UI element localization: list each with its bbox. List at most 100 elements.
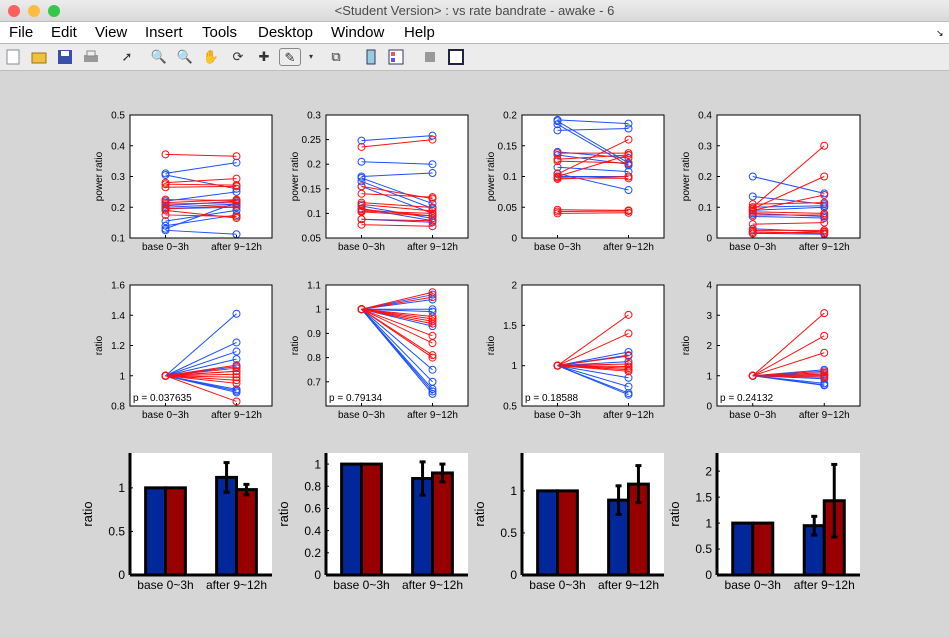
- print-icon[interactable]: [82, 48, 100, 66]
- marker-blue: [161, 221, 170, 230]
- subplot-2: 0.05 0.1 0.15 0.2 0.25 0.3 base 0~3h after 9~12…: [290, 111, 469, 253]
- y-tick-label: 0.8: [307, 353, 321, 364]
- y-tick-label: 0.4: [698, 111, 712, 122]
- insert-colorbar-icon[interactable]: [362, 48, 380, 66]
- marker-red: [624, 158, 633, 167]
- series-line-blue: [557, 365, 629, 379]
- title-bar: <Student Version> : vs rate bandrate - a…: [0, 0, 949, 22]
- y-tick-label: 0.5: [695, 542, 712, 556]
- menu-desktop[interactable]: Desktop: [258, 24, 314, 41]
- marker-red: [428, 293, 437, 302]
- series-line-blue: [361, 185, 433, 214]
- y-tick-label: 1: [706, 371, 712, 382]
- series-line-blue: [165, 162, 237, 174]
- series-line-blue: [165, 313, 237, 377]
- series-line-blue: [557, 351, 629, 367]
- minimize-button[interactable]: [28, 5, 40, 17]
- series-line-red: [361, 308, 433, 325]
- bar-blue: [144, 486, 167, 577]
- marker-blue: [624, 357, 633, 366]
- maximize-button[interactable]: [48, 5, 60, 17]
- menu-tools[interactable]: Tools: [202, 24, 238, 41]
- marker-red: [232, 182, 241, 191]
- dock-arrow-icon[interactable]: ↘: [936, 28, 944, 38]
- pan-hand-icon[interactable]: ✋: [202, 49, 220, 64]
- series-line-blue: [557, 128, 629, 131]
- marker-blue: [232, 355, 241, 364]
- y-tick-label: 0.5: [108, 525, 125, 539]
- data-cursor-icon[interactable]: ✚: [258, 49, 270, 64]
- series-line-blue: [557, 365, 629, 388]
- marker-blue: [748, 192, 757, 201]
- marker-red: [161, 210, 170, 219]
- marker-red: [161, 200, 170, 209]
- series-line-red: [165, 214, 237, 217]
- y-tick-label: 1.5: [503, 321, 517, 332]
- link-plot-icon[interactable]: ⧉: [331, 49, 341, 64]
- series-line-red: [361, 224, 433, 227]
- bar-blue: [340, 462, 363, 577]
- series-line-red: [361, 202, 433, 208]
- series-line-red: [752, 222, 825, 225]
- show-plot-tools-icon[interactable]: [447, 48, 465, 66]
- y-axis-label: ratio: [290, 335, 301, 355]
- marker-red: [624, 351, 633, 360]
- y-tick-label: 0.2: [304, 546, 321, 560]
- marker-blue: [428, 131, 437, 140]
- series-line-blue: [361, 161, 433, 165]
- insert-legend-icon[interactable]: [387, 48, 405, 66]
- menu-window[interactable]: Window: [331, 24, 385, 41]
- series-line-blue: [752, 206, 825, 211]
- marker-blue: [624, 154, 633, 163]
- y-tick-label: 1.2: [111, 341, 125, 352]
- marker-red: [820, 190, 829, 199]
- close-button[interactable]: [8, 5, 20, 17]
- series-line-blue: [165, 358, 237, 377]
- marker-red: [748, 371, 757, 380]
- menu-file[interactable]: File: [9, 24, 34, 41]
- marker-red: [748, 200, 757, 209]
- y-tick-label: 0: [706, 402, 712, 413]
- subplot-7: 0.5 1 1.5 2 base 0~3h after 9~12h ratio p = 0.1…: [486, 281, 665, 421]
- hide-plot-tools-icon[interactable]: [421, 48, 439, 66]
- x-tick-label: base 0~3h: [142, 242, 189, 253]
- y-tick-label: 1.6: [111, 281, 125, 292]
- x-tick-label: after 9~12h: [211, 410, 262, 421]
- menu-help[interactable]: Help: [404, 24, 435, 41]
- series-line-red: [361, 139, 433, 148]
- marker-blue: [161, 226, 170, 235]
- y-tick-label: 2: [706, 341, 712, 352]
- y-tick-label: 0.15: [498, 141, 518, 152]
- marker-red: [428, 319, 437, 328]
- series-line-red: [165, 153, 237, 157]
- marker-red: [357, 189, 366, 198]
- y-tick-label: 1.5: [695, 490, 712, 504]
- brush-icon[interactable]: ✎: [279, 48, 301, 66]
- x-tick-label: after 9~12h: [603, 242, 654, 253]
- menu-view[interactable]: View: [95, 24, 128, 41]
- save-icon[interactable]: [56, 48, 74, 66]
- series-line-red: [752, 335, 825, 377]
- marker-blue: [748, 172, 757, 181]
- axes-box: [521, 114, 665, 239]
- rotate-3d-icon[interactable]: ⟳: [232, 49, 244, 64]
- marker-red: [820, 141, 829, 150]
- zoom-in-icon[interactable]: 🔍: [150, 49, 168, 64]
- zoom-out-icon[interactable]: 🔍: [176, 49, 194, 64]
- marker-blue: [624, 390, 633, 399]
- marker-blue: [428, 387, 437, 396]
- edit-plot-arrow-icon[interactable]: ➚: [121, 49, 133, 64]
- series-line-red: [557, 210, 629, 213]
- open-file-icon[interactable]: [30, 48, 48, 66]
- menu-edit[interactable]: Edit: [51, 24, 77, 41]
- marker-red: [232, 174, 241, 183]
- subplot-12: 0 0.5 1 1.5 2 base 0~3h after 9~12h ratio: [667, 453, 860, 592]
- marker-red: [357, 215, 366, 224]
- new-figure-icon[interactable]: [4, 48, 22, 66]
- marker-blue: [428, 160, 437, 169]
- y-tick-label: 1: [314, 457, 321, 471]
- menu-insert[interactable]: Insert: [145, 24, 183, 41]
- brush-dropdown-icon[interactable]: ▾: [308, 52, 313, 61]
- series-line-red: [752, 352, 825, 377]
